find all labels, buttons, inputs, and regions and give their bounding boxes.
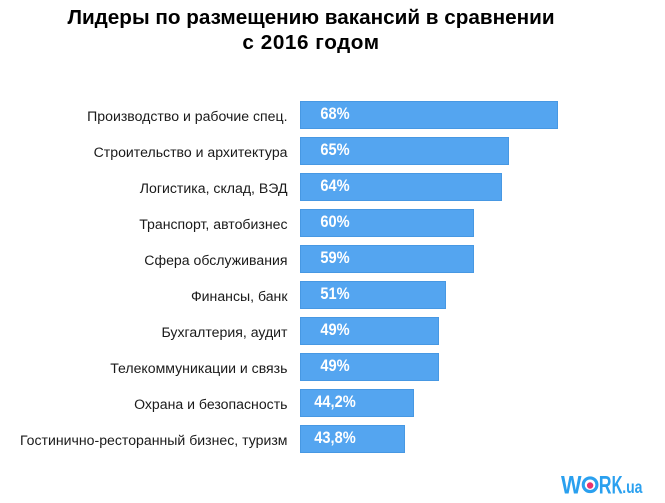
svg-text:.ua: .ua — [622, 478, 642, 497]
svg-text:K: K — [612, 472, 623, 500]
svg-text:R: R — [599, 471, 612, 499]
svg-text:W: W — [561, 471, 582, 499]
